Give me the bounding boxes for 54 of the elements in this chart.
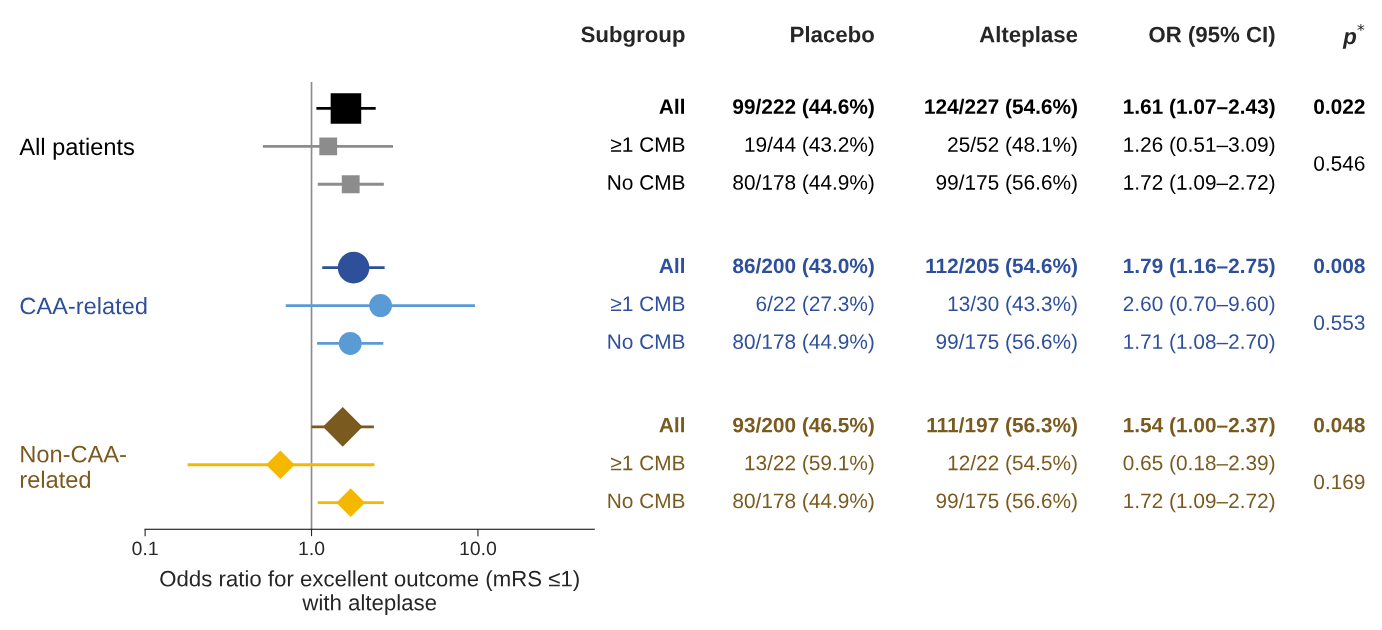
y-tick-label: ≥1 CMB — [611, 455, 685, 471]
text: 2.60 (0.70–9.60) — [1123, 295, 1275, 316]
text: 25/52 (48.1%) — [948, 136, 1077, 157]
text: 1.26 (0.51–3.09) — [1124, 136, 1275, 157]
text: Placebo — [791, 26, 874, 43]
x-tick-label: 0.1 — [132, 541, 158, 556]
text: 0.546 — [1314, 156, 1365, 171]
x-axis-title: Odds ratio for excellent outcome (mRS ≤1) with alteplase — [160, 570, 579, 615]
text: 80/178 (44.9%) — [733, 333, 874, 354]
text: 1.72 (1.09–2.72) — [1124, 174, 1275, 194]
text: 99/175 (56.6%) — [936, 333, 1077, 354]
text: 0.048 — [1314, 417, 1365, 433]
text: 19/44 (43.2%) — [745, 136, 874, 157]
text: 112/205 (54.6%) — [926, 257, 1077, 278]
text: 1.61 (1.07–2.43) — [1124, 98, 1275, 119]
text: Non-CAA-related — [20, 445, 126, 488]
text: 13/22 (59.1%) — [745, 455, 874, 475]
text: 99/175 (56.6%) — [936, 174, 1077, 194]
y-tick-label: ≥1 CMB — [611, 137, 685, 152]
text: 93/200 (46.5%) — [733, 417, 874, 437]
text: 0.169 — [1314, 474, 1365, 490]
text: 6/22 (27.3%) — [756, 295, 874, 316]
y-tick-label: No CMB — [608, 493, 685, 509]
text: 80/178 (44.9%) — [733, 174, 874, 194]
text: 0.553 — [1314, 315, 1365, 331]
text: 99/175 (56.6%) — [936, 492, 1077, 513]
text: 0.022 — [1314, 99, 1365, 115]
text: 1.79 (1.16–2.75) — [1124, 257, 1275, 278]
text: 0.65 (0.18–2.39) — [1123, 455, 1275, 475]
text: p$^{*}$ — [1342, 23, 1365, 49]
text: Alteplase — [979, 26, 1078, 47]
y-tick-label: ≥1 CMB — [611, 296, 685, 312]
text: 1.71 (1.08–2.70) — [1124, 333, 1275, 354]
text: All patients — [19, 137, 134, 160]
text: 80/178 (44.9%) — [733, 492, 874, 513]
text: 124/227 (54.6%) — [925, 98, 1077, 119]
x-tick-label: 10.0 — [460, 541, 497, 556]
text: 0.008 — [1314, 258, 1365, 274]
x-tick-label: 1.0 — [299, 541, 325, 556]
text: 86/200 (43.0%) — [733, 257, 874, 278]
y-tick-label: No CMB — [608, 175, 685, 190]
text: 111/197 (56.3%) — [927, 417, 1077, 437]
text: 99/222 (44.6%) — [733, 98, 874, 119]
text: 1.54 (1.00–2.37) — [1124, 417, 1275, 437]
y-tick-label: All — [659, 417, 684, 433]
text: Subgroup — [581, 26, 685, 47]
text: 1.72 (1.09–2.72) — [1124, 492, 1275, 513]
text: 13/30 (43.3%) — [948, 295, 1077, 316]
y-tick-label: All — [659, 98, 684, 114]
text: CAA-related — [20, 296, 147, 315]
text: OR (95% CI) — [1149, 26, 1275, 47]
y-tick-label: No CMB — [608, 334, 685, 350]
text: 12/22 (54.5%) — [948, 455, 1077, 475]
y-tick-label: All — [659, 257, 684, 274]
